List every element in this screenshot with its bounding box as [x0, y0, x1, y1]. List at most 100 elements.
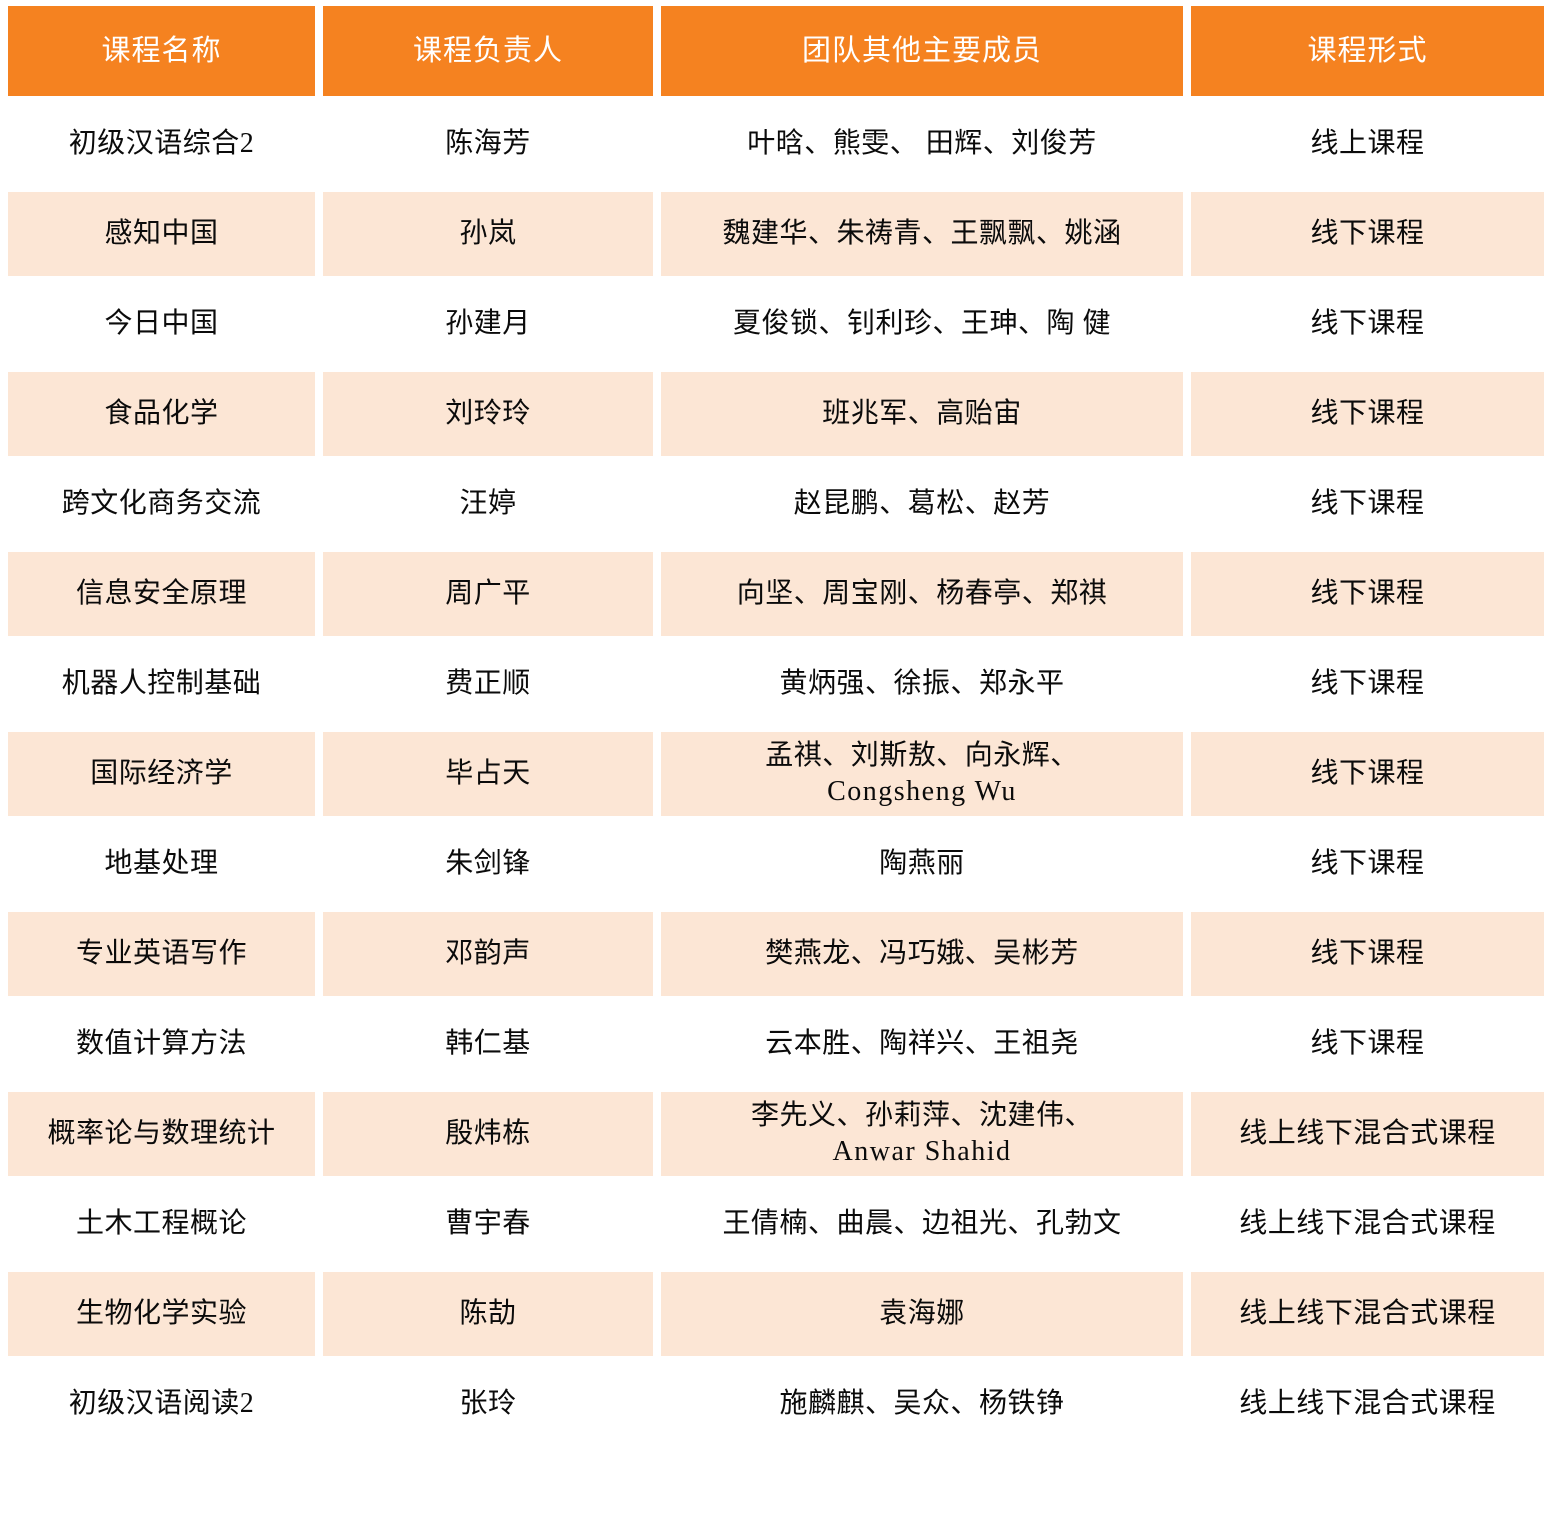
- team-line-1: 王倩楠、曲晨、边祖光、孔勃文: [722, 1208, 1122, 1240]
- cell-course-name: 地基处理: [8, 822, 315, 906]
- cell-course-name: 机器人控制基础: [8, 642, 315, 726]
- cell-course-owner: 孙建月: [323, 282, 653, 366]
- cell-course-owner: 曹宇春: [323, 1182, 653, 1266]
- cell-course-name: 信息安全原理: [8, 552, 315, 636]
- cell-course-name: 专业英语写作: [8, 912, 315, 996]
- cell-course-name: 国际经济学: [8, 732, 315, 816]
- table-row: 感知中国 孙岚 魏建华、朱祷青、王飘飘、姚涵 线下课程: [8, 192, 1544, 276]
- table-row: 食品化学 刘玲玲 班兆军、高贻宙 线下课程: [8, 372, 1544, 456]
- team-line-1: 班兆军、高贻宙: [822, 398, 1022, 430]
- cell-course-name: 跨文化商务交流: [8, 462, 315, 546]
- table-row: 信息安全原理 周广平 向坚、周宝刚、杨春亭、郑祺 线下课程: [8, 552, 1544, 636]
- column-header-course-name: 课程名称: [8, 6, 315, 96]
- cell-team-members: 夏俊锁、钊利珍、王珅、陶 健: [661, 282, 1183, 366]
- table-row: 机器人控制基础 费正顺 黄炳强、徐振、郑永平 线下课程: [8, 642, 1544, 726]
- cell-course-owner: 毕占天: [323, 732, 653, 816]
- cell-course-form: 线下课程: [1191, 732, 1544, 816]
- team-line-1: 魏建华、朱祷青、王飘飘、姚涵: [722, 218, 1122, 250]
- table-header: 课程名称 课程负责人 团队其他主要成员 课程形式: [8, 6, 1544, 96]
- cell-course-owner: 陈劼: [323, 1272, 653, 1356]
- cell-team-members: 班兆军、高贻宙: [661, 372, 1183, 456]
- cell-team-members: 向坚、周宝刚、杨春亭、郑祺: [661, 552, 1183, 636]
- team-line-1: 袁海娜: [879, 1298, 965, 1330]
- cell-course-form: 线下课程: [1191, 462, 1544, 546]
- cell-course-name: 食品化学: [8, 372, 315, 456]
- cell-course-form: 线上课程: [1191, 102, 1544, 186]
- cell-course-owner: 刘玲玲: [323, 372, 653, 456]
- team-line-1: 叶晗、熊雯、 田辉、刘俊芳: [747, 128, 1097, 160]
- cell-course-name: 感知中国: [8, 192, 315, 276]
- cell-team-members: 黄炳强、徐振、郑永平: [661, 642, 1183, 726]
- cell-course-name: 概率论与数理统计: [8, 1092, 315, 1176]
- cell-team-members: 袁海娜: [661, 1272, 1183, 1356]
- cell-course-name: 初级汉语综合2: [8, 102, 315, 186]
- column-header-course-form: 课程形式: [1191, 6, 1544, 96]
- cell-course-form: 线下课程: [1191, 282, 1544, 366]
- cell-team-members: 樊燕龙、冯巧娥、吴彬芳: [661, 912, 1183, 996]
- team-line-1: 向坚、周宝刚、杨春亭、郑祺: [736, 578, 1108, 610]
- cell-course-form: 线下课程: [1191, 912, 1544, 996]
- cell-team-members: 施麟麒、吴众、杨铁铮: [661, 1362, 1183, 1446]
- cell-course-owner: 张玲: [323, 1362, 653, 1446]
- column-header-team-members: 团队其他主要成员: [661, 6, 1183, 96]
- cell-course-owner: 孙岚: [323, 192, 653, 276]
- team-line-1: 云本胜、陶祥兴、王祖尧: [765, 1028, 1079, 1060]
- table-row: 专业英语写作 邓韵声 樊燕龙、冯巧娥、吴彬芳 线下课程: [8, 912, 1544, 996]
- table-row: 概率论与数理统计 殷炜栋 李先义、孙莉萍、沈建伟、 Anwar Shahid 线上线下混…: [8, 1092, 1544, 1176]
- team-line-1: 孟祺、刘斯敖、向永辉、: [765, 740, 1079, 772]
- cell-course-form: 线上线下混合式课程: [1191, 1272, 1544, 1356]
- team-line-1: 陶燕丽: [879, 848, 965, 880]
- table-row: 初级汉语阅读2 张玲 施麟麒、吴众、杨铁铮 线上线下混合式课程: [8, 1362, 1544, 1446]
- cell-team-members: 孟祺、刘斯敖、向永辉、 Congsheng Wu: [661, 732, 1183, 816]
- cell-team-members: 李先义、孙莉萍、沈建伟、 Anwar Shahid: [661, 1092, 1183, 1176]
- cell-team-members: 叶晗、熊雯、 田辉、刘俊芳: [661, 102, 1183, 186]
- table-row: 跨文化商务交流 汪婷 赵昆鹏、葛松、赵芳 线下课程: [8, 462, 1544, 546]
- cell-team-members: 王倩楠、曲晨、边祖光、孔勃文: [661, 1182, 1183, 1266]
- cell-course-owner: 陈海芳: [323, 102, 653, 186]
- team-line-1: 施麟麒、吴众、杨铁铮: [779, 1388, 1065, 1420]
- team-line-1: 赵昆鹏、葛松、赵芳: [793, 488, 1051, 520]
- cell-course-owner: 周广平: [323, 552, 653, 636]
- cell-course-form: 线下课程: [1191, 192, 1544, 276]
- team-line-1: 樊燕龙、冯巧娥、吴彬芳: [765, 938, 1079, 970]
- cell-course-owner: 韩仁基: [323, 1002, 653, 1086]
- cell-course-name: 数值计算方法: [8, 1002, 315, 1086]
- table-row: 初级汉语综合2 陈海芳 叶晗、熊雯、 田辉、刘俊芳 线上课程: [8, 102, 1544, 186]
- course-table: 课程名称 课程负责人 团队其他主要成员 课程形式 初级汉语综合2 陈海芳 叶晗、熊雯…: [8, 6, 1544, 1446]
- cell-course-name: 土木工程概论: [8, 1182, 315, 1266]
- cell-course-owner: 殷炜栋: [323, 1092, 653, 1176]
- table-row: 地基处理 朱剑锋 陶燕丽 线下课程: [8, 822, 1544, 906]
- cell-team-members: 魏建华、朱祷青、王飘飘、姚涵: [661, 192, 1183, 276]
- team-line-2: Anwar Shahid: [832, 1136, 1012, 1167]
- team-line-2: Congsheng Wu: [827, 776, 1017, 807]
- cell-course-form: 线上线下混合式课程: [1191, 1182, 1544, 1266]
- cell-course-form: 线下课程: [1191, 822, 1544, 906]
- cell-course-name: 初级汉语阅读2: [8, 1362, 315, 1446]
- cell-course-owner: 费正顺: [323, 642, 653, 726]
- cell-course-form: 线上线下混合式课程: [1191, 1362, 1544, 1446]
- table-row: 数值计算方法 韩仁基 云本胜、陶祥兴、王祖尧 线下课程: [8, 1002, 1544, 1086]
- cell-course-form: 线下课程: [1191, 642, 1544, 726]
- cell-course-form: 线下课程: [1191, 552, 1544, 636]
- cell-team-members: 赵昆鹏、葛松、赵芳: [661, 462, 1183, 546]
- cell-course-form: 线下课程: [1191, 1002, 1544, 1086]
- team-line-1: 黄炳强、徐振、郑永平: [779, 668, 1065, 700]
- table-body: 初级汉语综合2 陈海芳 叶晗、熊雯、 田辉、刘俊芳 线上课程感知中国 孙岚 魏建华、朱祷青…: [8, 102, 1544, 1446]
- cell-team-members: 云本胜、陶祥兴、王祖尧: [661, 1002, 1183, 1086]
- cell-course-form: 线下课程: [1191, 372, 1544, 456]
- team-line-1: 夏俊锁、钊利珍、王珅、陶 健: [732, 308, 1111, 340]
- cell-course-name: 今日中国: [8, 282, 315, 366]
- table-row: 国际经济学 毕占天 孟祺、刘斯敖、向永辉、 Congsheng Wu 线下课程: [8, 732, 1544, 816]
- cell-course-name: 生物化学实验: [8, 1272, 315, 1356]
- table-row: 生物化学实验 陈劼 袁海娜 线上线下混合式课程: [8, 1272, 1544, 1356]
- cell-team-members: 陶燕丽: [661, 822, 1183, 906]
- table-row: 今日中国 孙建月 夏俊锁、钊利珍、王珅、陶 健 线下课程: [8, 282, 1544, 366]
- table-row: 土木工程概论 曹宇春 王倩楠、曲晨、边祖光、孔勃文 线上线下混合式课程: [8, 1182, 1544, 1266]
- header-row: 课程名称 课程负责人 团队其他主要成员 课程形式: [8, 6, 1544, 96]
- cell-course-owner: 朱剑锋: [323, 822, 653, 906]
- team-line-1: 李先义、孙莉萍、沈建伟、: [750, 1100, 1093, 1132]
- cell-course-form: 线上线下混合式课程: [1191, 1092, 1544, 1176]
- cell-course-owner: 邓韵声: [323, 912, 653, 996]
- cell-course-owner: 汪婷: [323, 462, 653, 546]
- column-header-course-owner: 课程负责人: [323, 6, 653, 96]
